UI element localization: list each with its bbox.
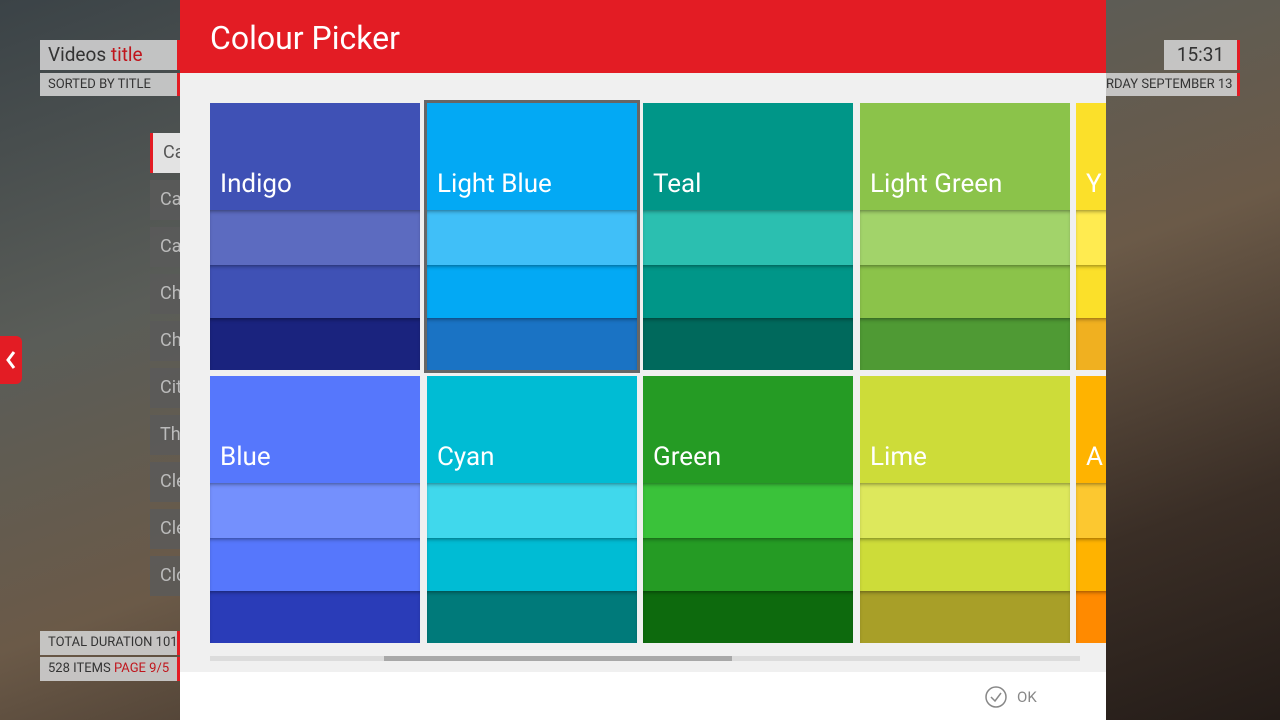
swatch[interactable]: Light Blue — [427, 103, 637, 370]
swatch-shade — [860, 265, 1070, 318]
swatch-shade — [643, 538, 853, 591]
swatch-label: Indigo — [220, 169, 292, 199]
swatch-shade — [1076, 318, 1106, 370]
swatch-shade — [210, 483, 420, 538]
dialog-title: Colour Picker — [180, 0, 1106, 73]
list-item: Ca — [150, 133, 180, 173]
swatch[interactable]: Blue — [210, 376, 420, 643]
ok-icon — [985, 686, 1007, 708]
swatch-shade — [643, 210, 853, 265]
swatch-shade — [427, 265, 637, 318]
clock: 15:31 — [1164, 40, 1240, 70]
swatch-grid: Indigo Light Blue Teal Light Green Y Blue Cyan… — [210, 100, 1106, 650]
ok-button[interactable]: OK — [984, 685, 1037, 709]
swatch-shade — [643, 318, 853, 370]
list-item: Ch — [150, 321, 180, 361]
swatch-shade — [427, 538, 637, 591]
swatch[interactable]: Indigo — [210, 103, 420, 370]
side-tab[interactable] — [0, 336, 22, 384]
chevron — [6, 351, 16, 369]
date: RDAY SEPTEMBER 13 — [1106, 73, 1240, 96]
swatch-label: Blue — [220, 442, 271, 472]
ok-label: OK — [1017, 688, 1037, 706]
dialog-footer — [180, 672, 1106, 720]
page-info: 528 ITEMS PAGE 9/5 — [40, 657, 180, 681]
sort-label: SORTED BY TITLE — [40, 73, 180, 96]
swatch[interactable]: Cyan — [427, 376, 637, 643]
list-item: Cle — [150, 509, 180, 549]
scroll-thumb[interactable] — [384, 656, 732, 661]
swatch-shade — [643, 591, 853, 643]
swatch-shade — [860, 210, 1070, 265]
list-item: Th — [150, 415, 180, 455]
swatch[interactable]: Teal — [643, 103, 853, 370]
dialog: Colour Picker Indigo Light Blue Teal Light … — [180, 0, 1106, 720]
list-item: Ch — [150, 274, 180, 314]
swatch-shade — [860, 591, 1070, 643]
swatch[interactable]: A — [1076, 376, 1106, 643]
selection-outline — [424, 100, 640, 373]
items: 528 ITEMS — [48, 661, 111, 676]
title-main: Videos — [48, 43, 107, 66]
swatch-label: Y — [1086, 169, 1102, 199]
swatch-shade — [643, 483, 853, 538]
swatch-shade — [210, 318, 420, 370]
list-item: Cle — [150, 462, 180, 502]
page: PAGE 9/5 — [113, 661, 170, 676]
swatch-label: A — [1086, 442, 1103, 472]
duration: TOTAL DURATION 101 — [40, 631, 180, 655]
swatch-label: Green — [653, 442, 722, 472]
title-accent: title — [110, 43, 143, 66]
swatch-shade — [210, 210, 420, 265]
swatch-shade — [860, 483, 1070, 538]
swatch-label: Teal — [653, 169, 702, 199]
swatch-shade — [1076, 265, 1106, 318]
swatch-shade — [643, 265, 853, 318]
swatch[interactable]: Green — [643, 376, 853, 643]
swatch-shade — [427, 483, 637, 538]
swatch[interactable]: Y — [1076, 103, 1106, 370]
swatch-shade — [860, 538, 1070, 591]
swatch[interactable]: Light Green — [860, 103, 1070, 370]
list-item: Ca — [150, 180, 180, 220]
swatch-shade — [427, 318, 637, 370]
swatch-shade — [427, 591, 637, 643]
title-bar: Videos title — [40, 40, 180, 70]
swatch-shade — [210, 265, 420, 318]
swatch-label: Light Green — [870, 169, 1003, 199]
swatch-shade — [1076, 210, 1106, 265]
swatch-shade — [1076, 483, 1106, 538]
swatch-label: Lime — [870, 442, 927, 472]
swatch-shade — [1076, 538, 1106, 591]
swatch-label: Cyan — [437, 442, 495, 472]
swatch-shade — [1076, 591, 1106, 643]
list-item: Ca — [150, 227, 180, 267]
swatch-shade — [210, 538, 420, 591]
swatch-shade — [210, 591, 420, 643]
swatch[interactable]: Lime — [860, 376, 1070, 643]
list-item: Cit — [150, 368, 180, 408]
list-item: Clo — [150, 556, 180, 596]
swatch-shade — [860, 318, 1070, 370]
swatch-shade — [427, 210, 637, 265]
swatch-label: Light Blue — [437, 169, 552, 199]
